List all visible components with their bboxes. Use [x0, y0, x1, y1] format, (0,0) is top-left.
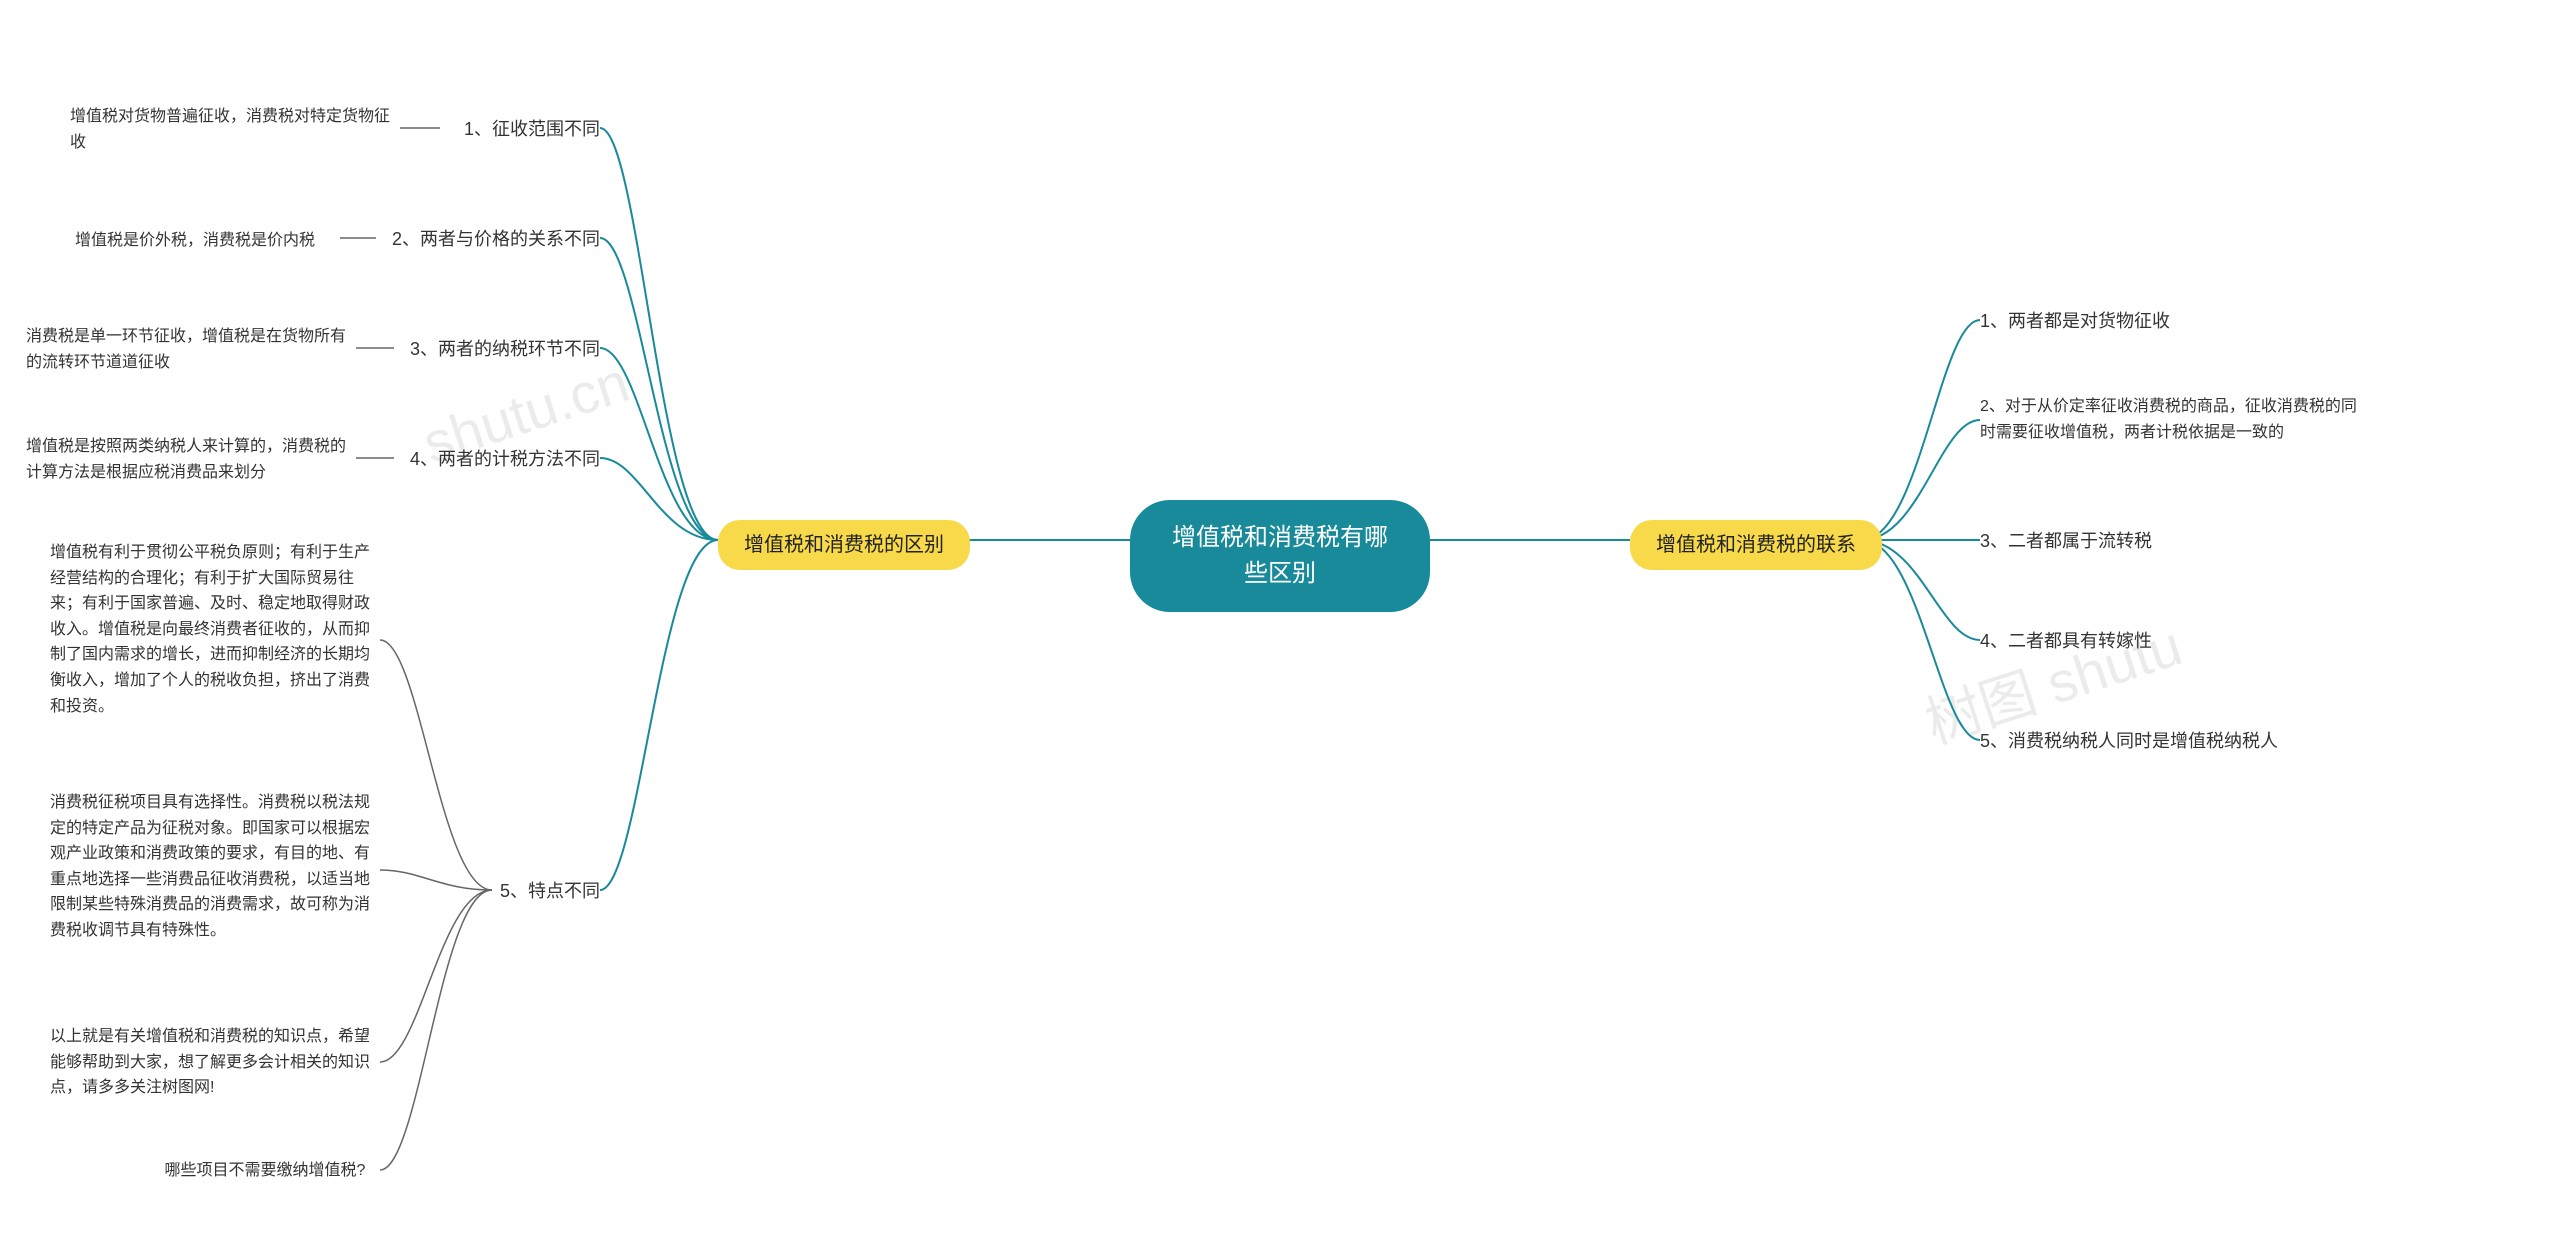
detail-diff-1: 增值税对货物普遍征收，消费税对特定货物征收	[70, 104, 400, 155]
root-node[interactable]: 增值税和消费税有哪些区别	[1130, 500, 1430, 612]
detail-diff-5b: 消费税征税项目具有选择性。消费税以税法规定的特定产品为征税对象。即国家可以根据宏…	[50, 790, 380, 944]
detail-diff-5c: 以上就是有关增值税和消费税的知识点，希望能够帮助到大家，想了解更多会计相关的知识…	[50, 1024, 380, 1101]
leaf-diff-4[interactable]: 4、两者的计税方法不同	[394, 446, 600, 473]
detail-diff-5a: 增值税有利于贯彻公平税负原则；有利于生产经营结构的合理化；有利于扩大国际贸易往来…	[50, 540, 380, 719]
detail-diff-4: 增值税是按照两类纳税人来计算的，消费税的计算方法是根据应税消费品来划分	[26, 434, 356, 485]
branch-connections[interactable]: 增值税和消费税的联系	[1630, 520, 1882, 570]
connectors-svg	[0, 0, 2560, 1235]
leaf-conn-1[interactable]: 1、两者都是对货物征收	[1980, 308, 2540, 335]
leaf-conn-2[interactable]: 2、对于从价定率征收消费税的商品，征收消费税的同时需要征收增值税，两者计税依据是…	[1980, 394, 2360, 445]
detail-diff-3: 消费税是单一环节征收，增值税是在货物所有的流转环节道道征收	[26, 324, 356, 375]
leaf-conn-5[interactable]: 5、消费税纳税人同时是增值税纳税人	[1980, 728, 2540, 755]
mindmap-canvas: shutu.cn 树图 shutu 增值税和消费税有哪些区别	[0, 0, 2560, 1235]
detail-diff-2: 增值税是价外税，消费税是价内税	[50, 228, 340, 254]
leaf-conn-4[interactable]: 4、二者都具有转嫁性	[1980, 628, 2540, 655]
branch-differences[interactable]: 增值税和消费税的区别	[718, 520, 970, 570]
leaf-diff-2[interactable]: 2、两者与价格的关系不同	[376, 226, 600, 253]
detail-diff-5d: 哪些项目不需要缴纳增值税?	[150, 1158, 380, 1184]
leaf-conn-3[interactable]: 3、二者都属于流转税	[1980, 528, 2540, 555]
leaf-diff-5[interactable]: 5、特点不同	[492, 878, 600, 905]
leaf-diff-1[interactable]: 1、征收范围不同	[440, 116, 600, 143]
leaf-diff-3[interactable]: 3、两者的纳税环节不同	[394, 336, 600, 363]
